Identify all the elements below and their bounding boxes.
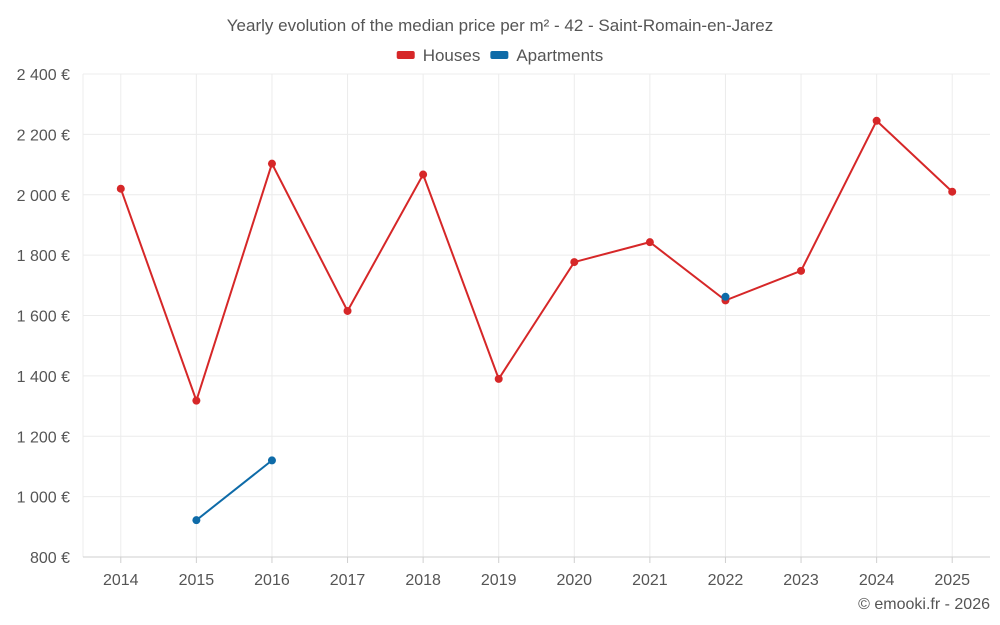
legend-label: Apartments	[516, 46, 603, 65]
y-tick-label: 1 000 €	[17, 490, 70, 507]
y-tick-label: 2 000 €	[17, 188, 70, 205]
legend-swatch	[490, 51, 508, 59]
x-tick-label: 2016	[254, 572, 290, 589]
data-point[interactable]	[948, 188, 956, 196]
line-chart: Yearly evolution of the median price per…	[0, 0, 1000, 625]
credit-text: © emooki.fr - 2026	[858, 596, 990, 613]
y-tick-label: 1 800 €	[17, 248, 70, 265]
y-tick-label: 2 200 €	[17, 127, 70, 144]
x-tick-label: 2018	[405, 572, 441, 589]
x-tick-label: 2025	[934, 572, 970, 589]
data-point[interactable]	[268, 456, 276, 464]
data-point[interactable]	[344, 307, 352, 315]
x-tick-label: 2024	[859, 572, 895, 589]
data-point[interactable]	[192, 516, 200, 524]
series-apartments	[192, 293, 729, 524]
data-point[interactable]	[646, 238, 654, 246]
grid	[83, 74, 990, 557]
x-tick-label: 2017	[330, 572, 366, 589]
x-tick-label: 2022	[708, 572, 744, 589]
legend-item-houses[interactable]: Houses	[397, 46, 481, 65]
y-tick-label: 800 €	[30, 550, 70, 567]
x-axis: 2014 2015 2016 2017 2018 2019 2020 2021 2022 2023…	[83, 557, 990, 589]
legend-swatch	[397, 51, 415, 59]
series-line	[196, 460, 272, 520]
legend-label: Houses	[423, 46, 481, 65]
y-axis: 800 € 1 000 € 1 200 € 1 400 € 1 600 € 1 800 €…	[17, 67, 70, 567]
data-point[interactable]	[797, 267, 805, 275]
series-line	[121, 121, 952, 401]
x-tick-label: 2019	[481, 572, 517, 589]
y-tick-label: 1 200 €	[17, 429, 70, 446]
data-point[interactable]	[570, 258, 578, 266]
data-point[interactable]	[495, 375, 503, 383]
x-tick-label: 2015	[179, 572, 215, 589]
data-point[interactable]	[873, 117, 881, 125]
legend: Houses Apartments	[397, 46, 604, 65]
data-point[interactable]	[268, 160, 276, 168]
data-point[interactable]	[419, 171, 427, 179]
series-layer	[117, 117, 956, 524]
y-tick-label: 2 400 €	[17, 67, 70, 84]
y-tick-label: 1 600 €	[17, 309, 70, 326]
legend-item-apartments[interactable]: Apartments	[490, 46, 603, 65]
x-tick-label: 2014	[103, 572, 139, 589]
x-tick-label: 2020	[556, 572, 592, 589]
x-tick-label: 2023	[783, 572, 819, 589]
data-point[interactable]	[117, 185, 125, 193]
data-point[interactable]	[721, 293, 729, 301]
x-tick-label: 2021	[632, 572, 668, 589]
y-tick-label: 1 400 €	[17, 369, 70, 386]
data-point[interactable]	[192, 397, 200, 405]
series-houses	[117, 117, 956, 405]
chart-title: Yearly evolution of the median price per…	[227, 16, 773, 35]
